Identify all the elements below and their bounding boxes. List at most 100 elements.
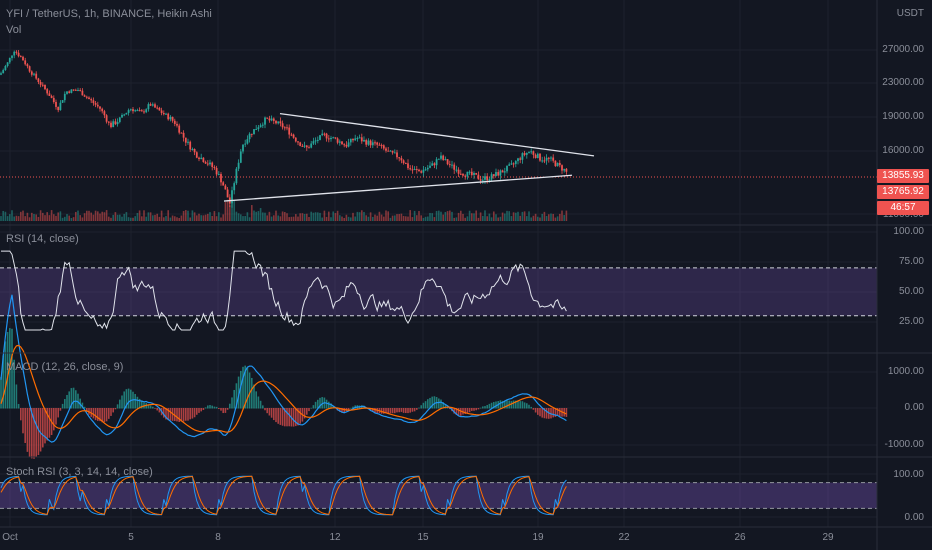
volume-bar (92, 214, 95, 221)
volume-bar (290, 216, 293, 221)
macd-histogram-bar (339, 408, 341, 412)
candle-body (264, 117, 266, 125)
volume-bar (209, 212, 211, 221)
macd-histogram-bar (402, 408, 405, 413)
candle-body (565, 168, 568, 172)
candle-body (398, 157, 401, 159)
volume-bar (398, 214, 400, 221)
volume-bar (303, 213, 306, 221)
volume-bar (235, 211, 238, 221)
rsi-label[interactable]: RSI (14, close) (6, 233, 79, 245)
macd-histogram-bar (108, 408, 110, 419)
macd-histogram-bar (218, 408, 220, 410)
volume-bar (277, 215, 279, 221)
volume-bar (35, 214, 37, 221)
volume-bar (352, 212, 354, 221)
volume-bar (275, 210, 277, 221)
candle-body (167, 113, 170, 120)
volume-bar (99, 213, 101, 221)
candle-body (451, 164, 453, 166)
candle-body (44, 84, 46, 90)
volume-bar (299, 213, 301, 221)
candle-body (11, 55, 13, 58)
macd-histogram-bar (86, 408, 88, 412)
candle-body (200, 157, 203, 160)
candle-body (468, 171, 471, 173)
price-tick: 19000.00 (882, 111, 924, 122)
macd-histogram-bar (372, 408, 374, 412)
candle-body (70, 89, 73, 93)
candle-body (277, 121, 280, 124)
volume-bar (556, 216, 559, 221)
volume-bar (455, 217, 458, 221)
candle-body (217, 174, 220, 176)
volume-bar (413, 210, 416, 221)
macd-histogram-bar (534, 408, 537, 413)
macd-histogram-bar (292, 408, 295, 427)
volume-bar (207, 213, 209, 221)
candle-body (233, 183, 236, 191)
macd-histogram-bar (189, 408, 191, 420)
volume-bar (64, 216, 66, 221)
volume-bar (416, 215, 418, 221)
candle-body (365, 140, 368, 145)
macd-histogram-bar (303, 408, 306, 419)
volume-bar (176, 217, 178, 221)
candle-body (2, 70, 5, 74)
lower-trendline (223, 174, 573, 202)
macd-label[interactable]: MACD (12, 26, close, 9) (6, 361, 124, 373)
macd-histogram-bar (444, 404, 447, 409)
candle-body (270, 118, 273, 121)
macd-histogram-bar (369, 408, 372, 412)
macd-histogram-bar (202, 408, 205, 411)
candle-body (508, 164, 511, 166)
volume-bar (101, 211, 103, 221)
volume-bar (308, 217, 310, 221)
volume-bar (182, 211, 185, 221)
macd-histogram-bar (94, 408, 97, 421)
volume-bar (178, 217, 180, 221)
macd-histogram-bar (273, 408, 275, 421)
candle-body (519, 158, 522, 160)
volume-bar (537, 216, 539, 221)
candle-body (101, 108, 104, 112)
macd-histogram-bar (268, 408, 271, 416)
candle-body (105, 115, 108, 122)
volume-bar (325, 216, 328, 221)
volume-bar (387, 211, 389, 221)
candle-body (288, 127, 291, 135)
candle-body (37, 78, 40, 82)
candle-body (297, 141, 299, 143)
rsi-band-fill (0, 267, 877, 316)
volume-bar (460, 210, 462, 221)
volume-bar (185, 210, 187, 221)
candle-body (74, 89, 77, 91)
macd-histogram-bar (42, 408, 44, 448)
candle-body (116, 122, 119, 125)
volume-bar (431, 213, 433, 221)
macd-histogram-bar (35, 408, 37, 457)
volume-bar (451, 211, 453, 221)
candle-body (426, 167, 429, 170)
candle-body (46, 89, 49, 94)
time-label: 26 (734, 532, 746, 543)
volume-bar (383, 216, 385, 221)
second-price-tag: 13765.92 (877, 185, 929, 199)
volume-bar (114, 212, 117, 221)
symbol-title[interactable]: YFI / TetherUS, 1h, BINANCE, Heikin Ashi (6, 8, 212, 20)
candle-body (118, 117, 121, 123)
macd-histogram-bar (299, 408, 301, 424)
volume-bar (174, 216, 176, 221)
volume-bar (248, 217, 251, 221)
candle-body (83, 95, 86, 97)
stoch-rsi-label[interactable]: Stoch RSI (3, 3, 14, 14, close) (6, 466, 153, 478)
macd-histogram-bar (473, 408, 475, 411)
volume-bar (20, 211, 22, 221)
volume-bar (473, 213, 475, 221)
macd-histogram-bar (237, 376, 240, 409)
volume-bar (105, 210, 108, 221)
candle-body (512, 163, 515, 165)
macd-histogram-bar (431, 396, 433, 409)
rsi-tick: 75.00 (898, 256, 924, 267)
